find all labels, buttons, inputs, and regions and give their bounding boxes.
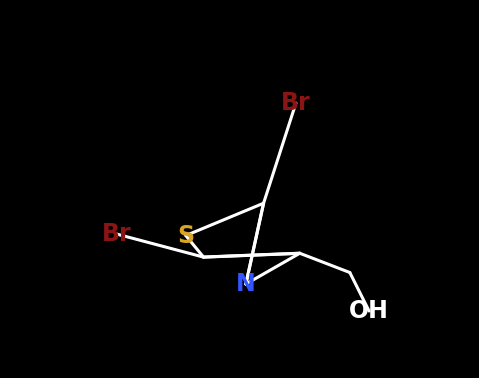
Text: S: S (177, 223, 194, 248)
Text: Br: Br (102, 222, 131, 246)
Text: N: N (236, 272, 256, 296)
Text: Br: Br (281, 91, 311, 115)
Text: OH: OH (349, 299, 389, 323)
